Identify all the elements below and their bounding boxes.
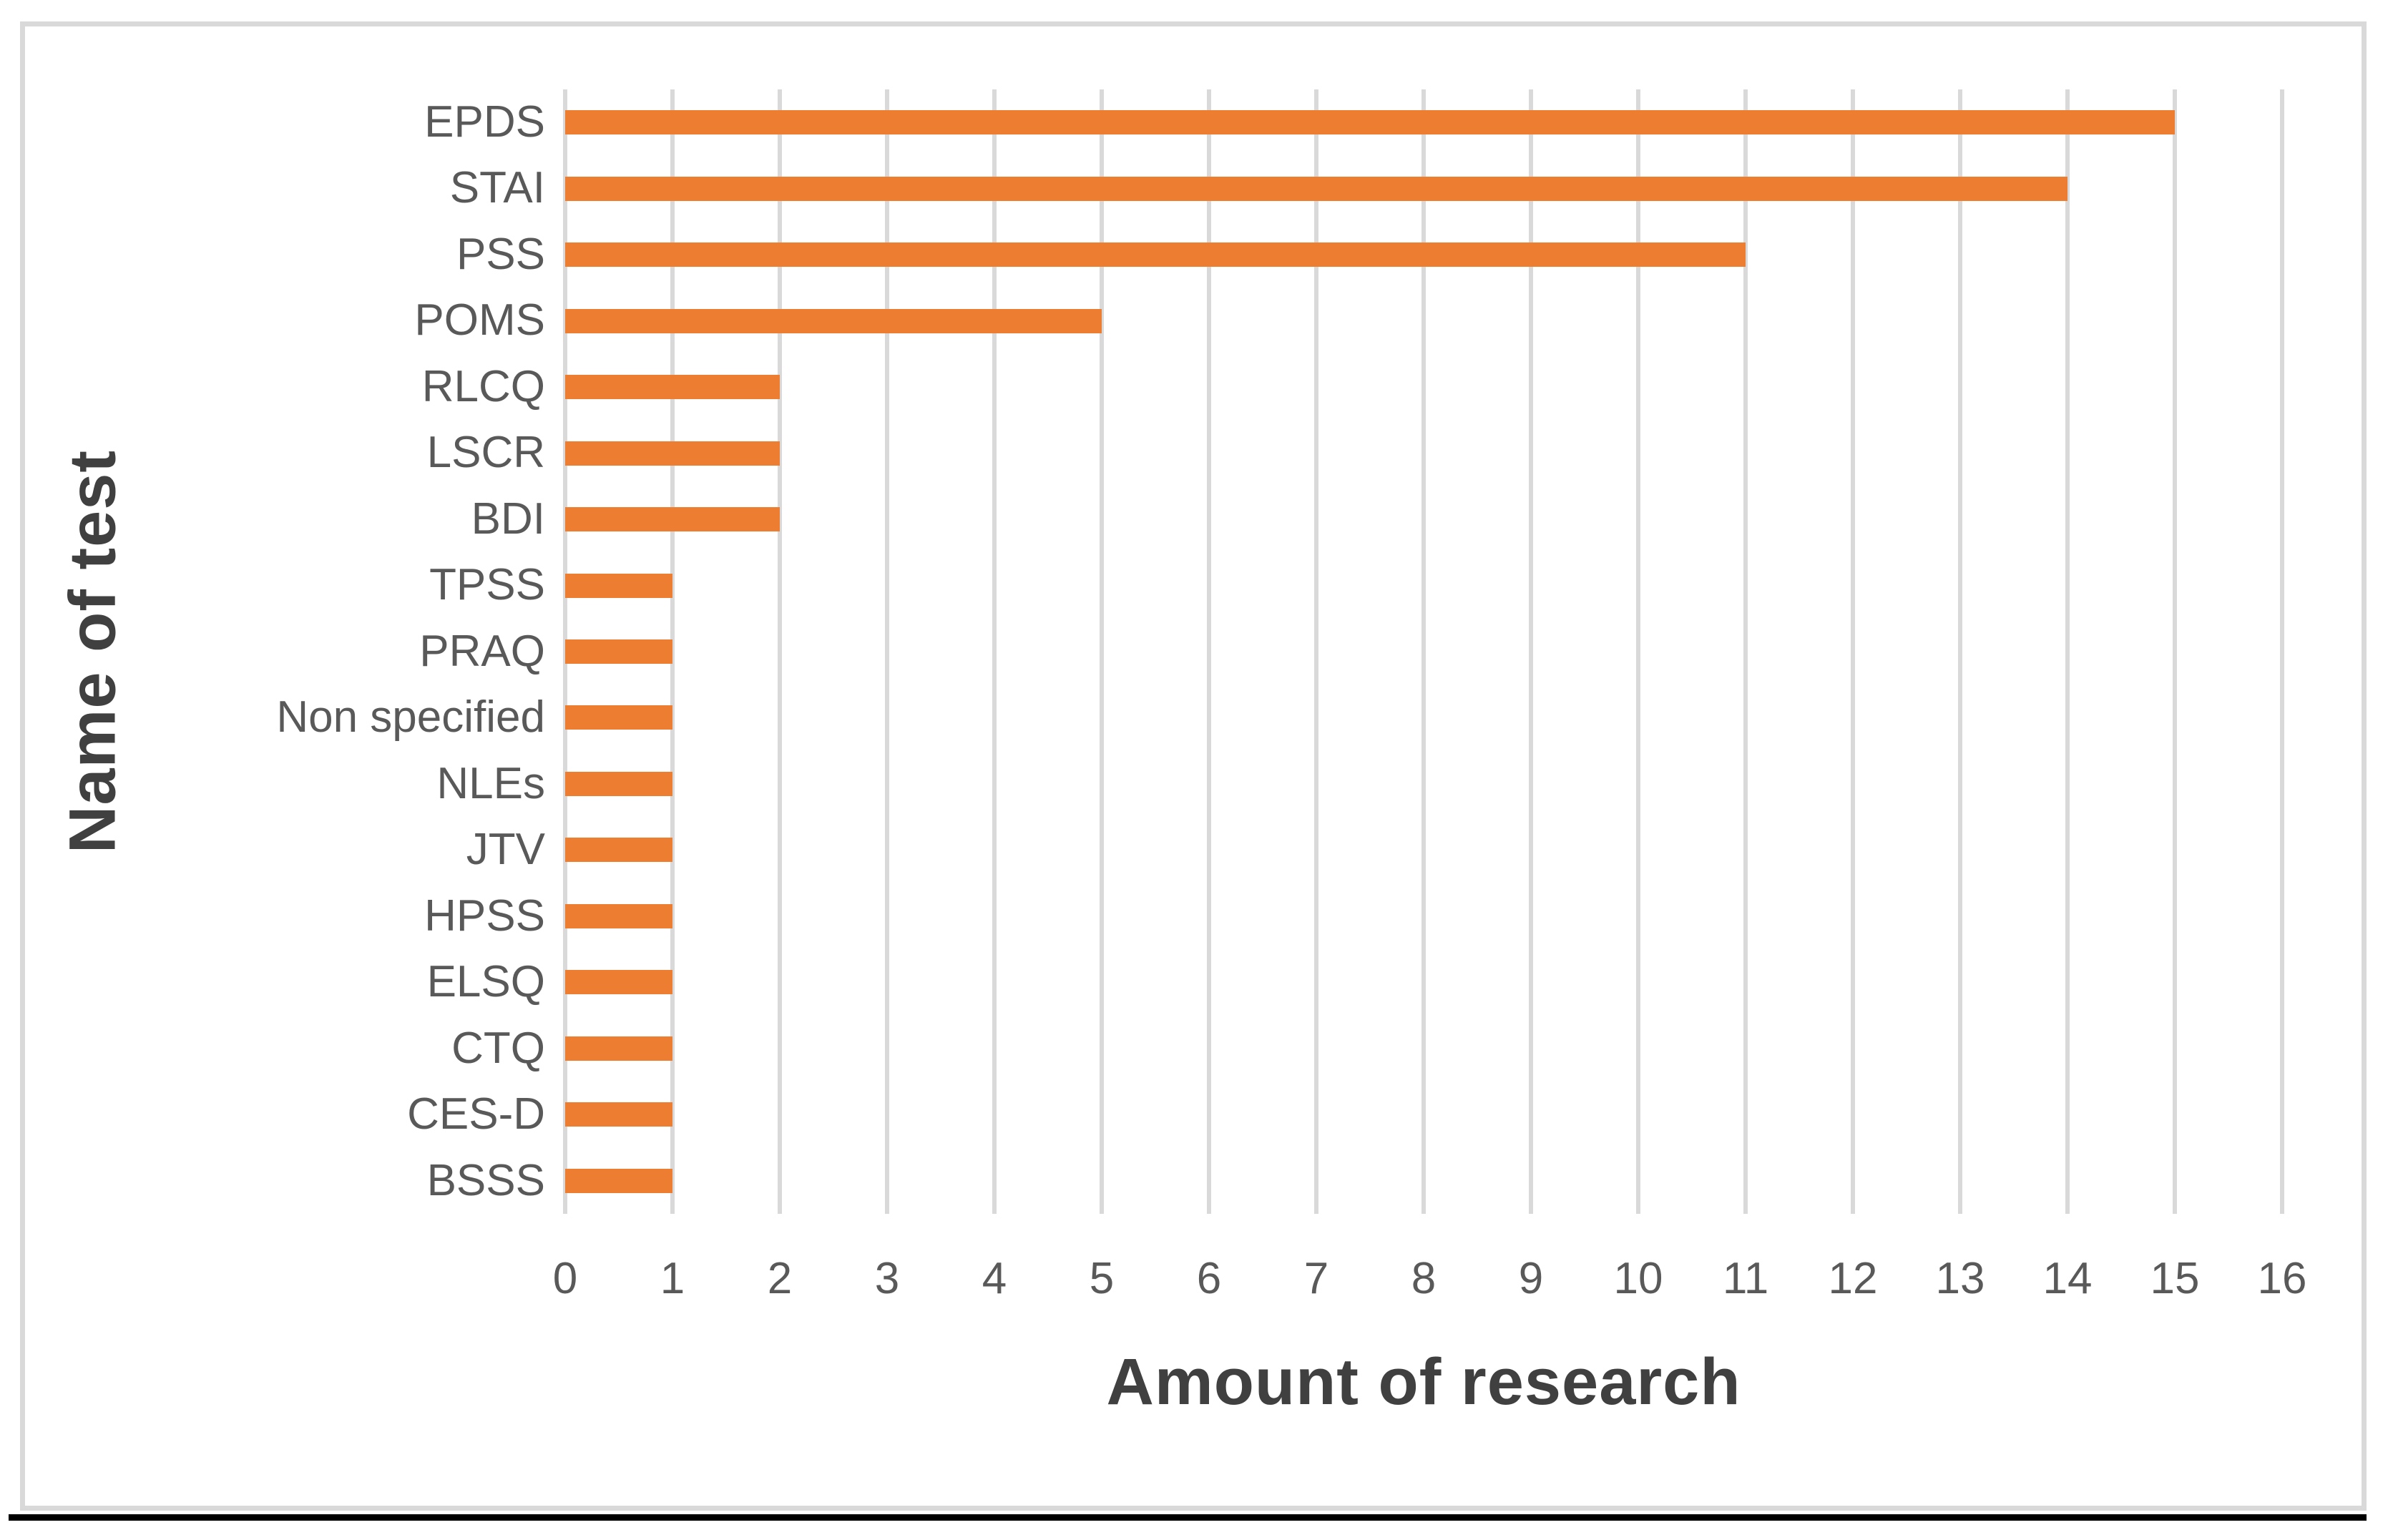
plot-area (563, 89, 2284, 1214)
bar-tpss (565, 573, 672, 598)
category-label-hpss: HPSS (424, 891, 545, 941)
x-tick-label-14: 14 (2042, 1254, 2093, 1303)
bar-bdi (565, 507, 780, 532)
bar-hpss (565, 903, 672, 928)
bar-epds (565, 110, 2175, 135)
x-tick-label-9: 9 (1518, 1254, 1544, 1303)
gridline-x-11 (1743, 89, 1748, 1214)
bar-praq (565, 639, 672, 664)
gridline-x-13 (1958, 89, 1962, 1214)
bar-poms (565, 308, 1102, 333)
category-label-ces-d: CES-D (407, 1089, 545, 1139)
bar-jtv (565, 838, 672, 863)
category-label-stai: STAI (449, 163, 545, 213)
bar-elsq (565, 970, 672, 995)
gridline-x-3 (885, 89, 889, 1214)
x-tick-label-12: 12 (1828, 1254, 1878, 1303)
bar-bsss (565, 1168, 672, 1193)
x-tick-label-16: 16 (2257, 1254, 2307, 1303)
bar-lscr (565, 441, 780, 466)
x-tick-label-0: 0 (552, 1254, 578, 1303)
gridline-x-12 (1851, 89, 1855, 1214)
gridline-x-14 (2065, 89, 2070, 1214)
bar-ctq (565, 1036, 672, 1061)
category-label-poms: POMS (414, 295, 545, 345)
category-label-non-specified: Non specified (276, 692, 545, 742)
gridline-x-5 (1100, 89, 1104, 1214)
gridline-x-4 (992, 89, 997, 1214)
bar-nles (565, 771, 672, 796)
category-label-tpss: TPSS (429, 560, 545, 610)
bar-rlcq (565, 375, 780, 400)
x-tick-label-13: 13 (1935, 1254, 1985, 1303)
category-label-jtv: JTV (466, 825, 545, 875)
x-tick-label-10: 10 (1613, 1254, 1663, 1303)
gridline-x-6 (1207, 89, 1211, 1214)
gridline-x-1 (670, 89, 675, 1214)
gridline-x-9 (1529, 89, 1533, 1214)
category-label-rlcq: RLCQ (421, 361, 545, 411)
category-label-lscr: LSCR (426, 428, 545, 478)
gridline-x-15 (2173, 89, 2177, 1214)
category-label-nles: NLEs (436, 758, 545, 808)
gridline-x-2 (778, 89, 782, 1214)
bar-stai (565, 176, 2067, 201)
category-label-bdi: BDI (471, 494, 545, 544)
category-label-praq: PRAQ (419, 626, 545, 676)
y-axis-title-text: Name of test (56, 449, 129, 854)
category-label-ctq: CTQ (451, 1023, 545, 1073)
x-tick-label-1: 1 (660, 1254, 685, 1303)
chart-frame (20, 21, 2367, 1511)
category-label-bsss: BSSS (426, 1155, 545, 1205)
x-tick-label-5: 5 (1089, 1254, 1115, 1303)
bar-pss (565, 242, 1746, 268)
bar-ces-d (565, 1102, 672, 1127)
x-tick-label-2: 2 (767, 1254, 793, 1303)
gridline-x-16 (2280, 89, 2284, 1214)
x-tick-label-3: 3 (874, 1254, 900, 1303)
gridline-x-10 (1636, 89, 1640, 1214)
gridline-x-7 (1314, 89, 1318, 1214)
bar-non-specified (565, 705, 672, 730)
bottom-border-rule (9, 1514, 2367, 1521)
x-tick-label-15: 15 (2150, 1254, 2200, 1303)
x-tick-label-7: 7 (1303, 1254, 1329, 1303)
x-tick-label-8: 8 (1411, 1254, 1437, 1303)
x-axis-title: Amount of research (1106, 1345, 1741, 1418)
x-tick-label-4: 4 (982, 1254, 1007, 1303)
category-label-pss: PSS (456, 229, 545, 279)
x-tick-label-6: 6 (1196, 1254, 1222, 1303)
gridline-x-8 (1421, 89, 1426, 1214)
x-tick-label-11: 11 (1722, 1254, 1769, 1303)
category-label-epds: EPDS (424, 97, 545, 147)
category-label-elsq: ELSQ (426, 957, 545, 1007)
